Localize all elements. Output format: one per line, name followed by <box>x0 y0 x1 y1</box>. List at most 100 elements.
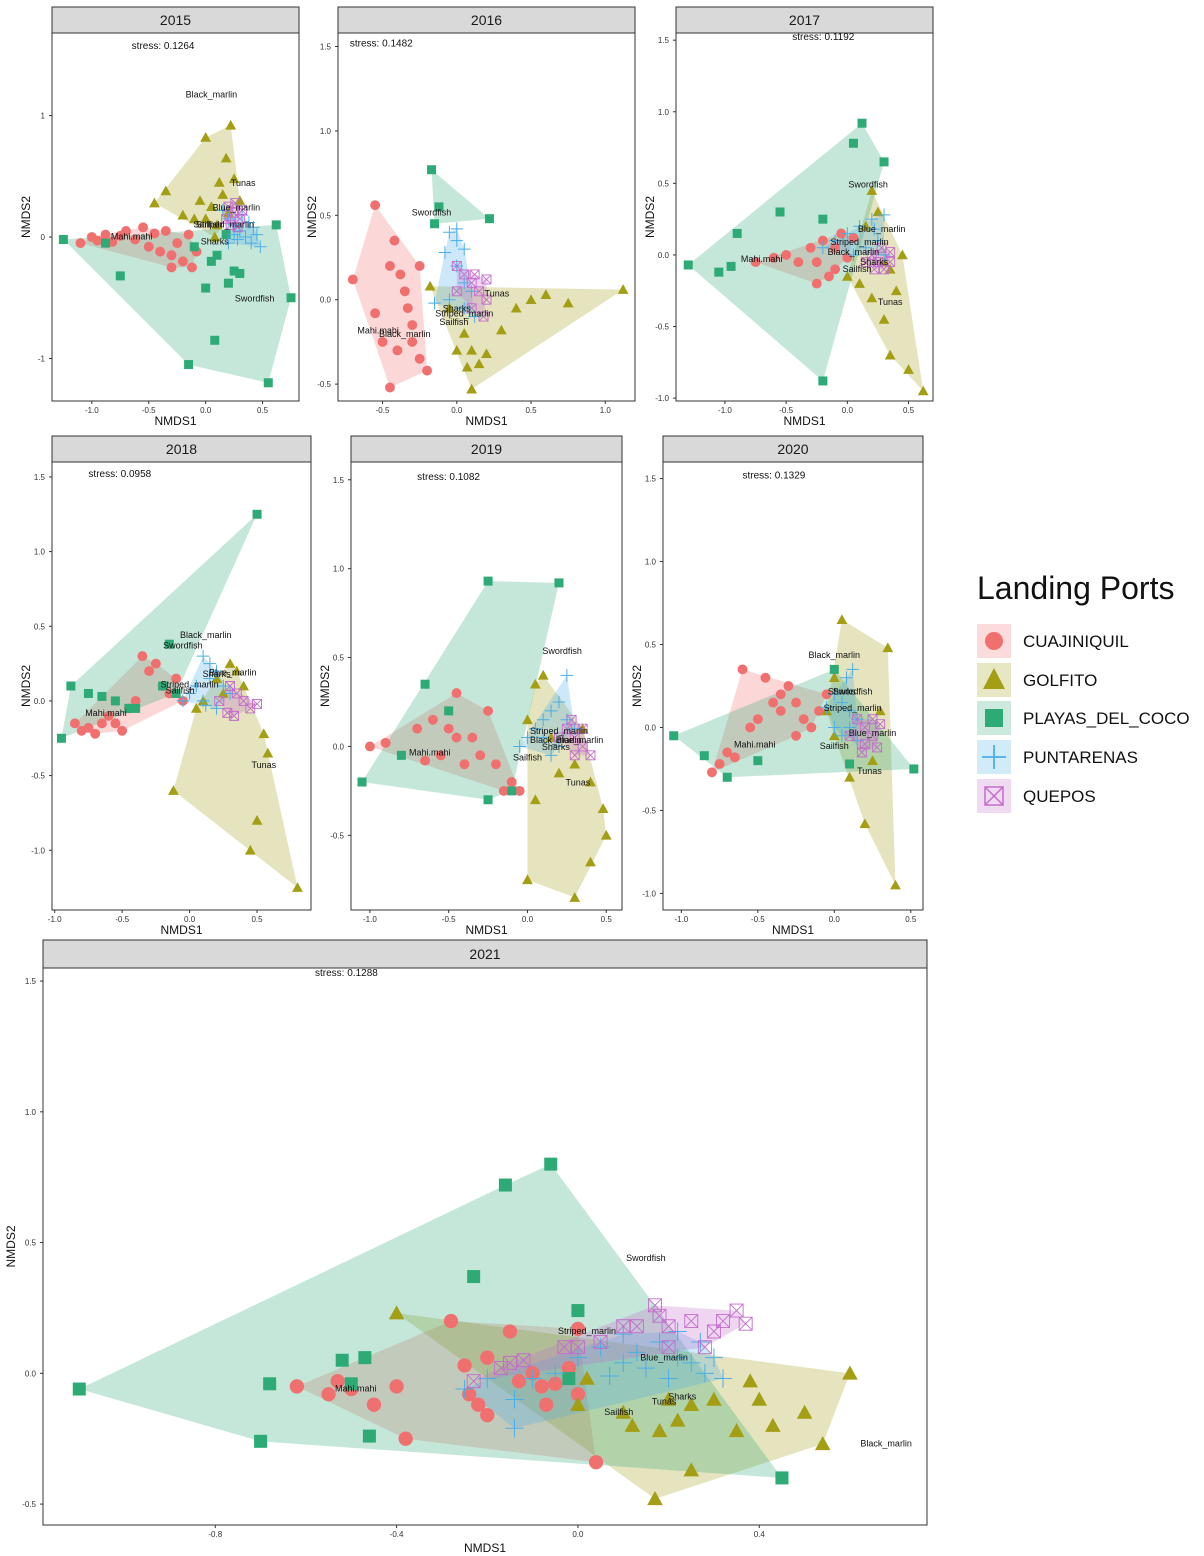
point-circle <box>814 705 824 716</box>
point-plus <box>600 1366 619 1386</box>
point-boxcross <box>225 219 236 230</box>
point-triangle <box>867 755 878 765</box>
species-label: Black_marlin <box>180 630 232 640</box>
legend-label-playas-del-coco: PLAYAS_DEL_COCO <box>1023 709 1190 728</box>
x-tick-label: 1.0 <box>600 406 612 415</box>
y-tick-label: 0.5 <box>645 641 657 650</box>
point-triangle <box>890 879 901 890</box>
point-triangle <box>473 358 485 369</box>
y-tick-label: -0.5 <box>330 831 344 840</box>
x-axis-title: NMDS1 <box>465 923 507 937</box>
point-plus <box>614 1325 633 1344</box>
point-boxcross <box>844 730 855 741</box>
point-triangle <box>878 256 890 267</box>
point-triangle <box>647 1491 663 1506</box>
point-triangle <box>706 1391 722 1406</box>
point-circle <box>451 688 462 699</box>
legend-plus-icon <box>982 745 1006 769</box>
point-triangle <box>860 220 872 231</box>
point-boxcross <box>716 1314 730 1328</box>
point-square <box>434 202 444 212</box>
point-plus <box>428 296 441 310</box>
point-square <box>562 1372 576 1386</box>
point-boxcross <box>557 1340 572 1355</box>
point-circle <box>461 1387 477 1402</box>
species-label: Black_marlin <box>809 650 861 660</box>
point-triangle <box>569 892 581 902</box>
panel-strip-label: 2019 <box>471 441 502 457</box>
point-circle <box>480 1408 495 1423</box>
point-plus <box>183 687 196 700</box>
hull-playas-del-coco <box>61 514 258 739</box>
point-circle <box>150 658 161 669</box>
point-plus <box>223 687 237 700</box>
y-tick-label: -0.5 <box>642 806 656 815</box>
hull-cuajiniquil <box>296 1321 597 1463</box>
point-plus <box>816 241 830 255</box>
point-circle <box>177 256 188 267</box>
point-square <box>66 681 76 691</box>
point-boxcross <box>885 257 896 268</box>
point-square <box>97 691 107 701</box>
point-square <box>212 250 222 260</box>
species-label: Sailfish <box>843 264 872 274</box>
species-label: Sailfish <box>193 219 222 229</box>
point-square <box>158 681 168 691</box>
x-tick-label: 0.0 <box>451 406 463 415</box>
point-circle <box>811 257 822 268</box>
legend-item-cuajiniquil: CUAJINIQUIL <box>977 624 1129 658</box>
point-circle <box>791 697 802 708</box>
point-square <box>507 786 517 796</box>
point-circle <box>775 705 786 716</box>
point-circle <box>848 232 859 243</box>
point-circle <box>330 1374 345 1389</box>
x-tick-label: -1.0 <box>718 406 732 415</box>
species-label: Striped_marlin <box>196 219 254 229</box>
point-boxcross <box>738 1316 753 1331</box>
hull-cuajiniquil <box>711 669 827 773</box>
point-triangle <box>177 209 189 220</box>
point-triangle <box>529 794 541 805</box>
nmds-panels: 2015Black_marlinTunasBlue_marlinSailfish… <box>4 6 934 1555</box>
panel-2021: 2021 Swordfish Striped_marlin Blue_marlin Ma… <box>4 939 928 1555</box>
y-tick-label: -0.5 <box>317 380 331 389</box>
point-square <box>124 703 134 713</box>
point-triangle <box>211 673 222 683</box>
point-square <box>201 283 211 293</box>
y-tick-label: 0.0 <box>25 1369 37 1378</box>
point-circle <box>745 722 756 733</box>
point-triangle <box>828 672 840 683</box>
point-triangle <box>168 785 179 795</box>
point-plus <box>217 679 230 693</box>
point-plus <box>203 657 217 670</box>
point-triangle <box>814 1436 831 1451</box>
plot-area <box>669 614 919 890</box>
point-triangle <box>878 313 890 324</box>
x-tick-label: -0.5 <box>376 406 390 415</box>
point-plus <box>835 696 849 709</box>
point-triangle <box>529 678 541 689</box>
species-label: Mahi.mahi <box>111 231 153 241</box>
species-label: Tunas <box>485 288 510 298</box>
y-tick-label: 1.0 <box>645 558 657 567</box>
point-triangle <box>231 665 243 676</box>
y-tick-label: -0.5 <box>31 772 45 781</box>
point-triangle <box>796 1404 813 1419</box>
x-tick-label: 0.5 <box>903 406 915 415</box>
panel-strip-label: 2016 <box>471 12 502 28</box>
point-square <box>818 376 828 386</box>
point-circle <box>412 723 423 734</box>
y-tick-label: 0.5 <box>320 211 332 220</box>
point-square <box>235 268 245 278</box>
point-plus <box>840 671 853 685</box>
point-triangle <box>917 385 929 396</box>
point-plus <box>704 1348 724 1367</box>
x-tick-label: -0.5 <box>142 406 156 415</box>
point-boxcross <box>459 269 470 280</box>
point-plus <box>867 222 881 236</box>
point-circle <box>370 308 381 319</box>
point-triangle <box>149 197 160 208</box>
species-label: Sharks <box>668 1391 697 1401</box>
point-circle <box>420 755 431 766</box>
point-square <box>221 230 231 240</box>
